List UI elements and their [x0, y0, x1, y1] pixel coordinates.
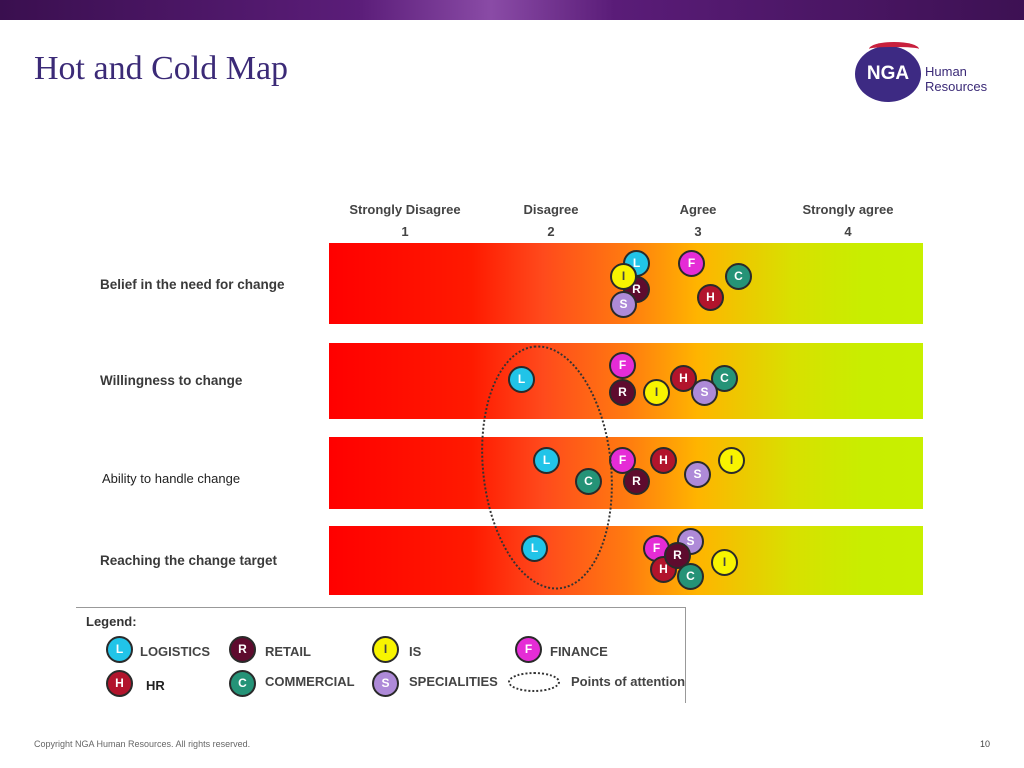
logo-line-2: Resources [925, 79, 988, 94]
bubble-hr: H [697, 284, 724, 311]
legend-commercial-icon: C [229, 670, 256, 697]
legend-specialities-icon: S [372, 670, 399, 697]
bubble-specialities: S [691, 379, 718, 406]
scale-header-disagree: Disagree 2 [523, 202, 579, 239]
bubble-specialities: S [610, 291, 637, 318]
top-banner [0, 0, 1024, 20]
legend-box [76, 607, 686, 703]
legend-title: Legend: [86, 614, 137, 629]
bubble-is: I [711, 549, 738, 576]
heat-bar-reaching [329, 526, 923, 595]
legend-is-label: IS [409, 644, 422, 659]
row-label-willingness: Willingness to change [100, 373, 243, 388]
row-label-belief: Belief in the need for change [100, 277, 285, 292]
legend-specialities-label: SPECIALITIES [409, 674, 498, 689]
row-label-ability: Ability to handle change [102, 471, 241, 486]
legend-hr-label: HR [146, 678, 165, 693]
nga-logo: NGA Human Resources [855, 42, 995, 104]
bubble-logistics: L [508, 366, 535, 393]
logo-line-1: Human [925, 64, 967, 79]
logo-swoosh-icon [869, 42, 919, 56]
page-title: Hot and Cold Map [34, 50, 289, 87]
scale-header-strongly-agree: Strongly agree 4 [802, 202, 894, 239]
bubble-hr: H [650, 447, 677, 474]
bubble-logistics: L [521, 535, 548, 562]
legend-retail-label: RETAIL [265, 644, 311, 659]
page-number: 10 [980, 739, 991, 749]
legend-retail-icon: R [229, 636, 256, 663]
legend-attention-label: Points of attention [571, 674, 686, 689]
bubble-logistics: L [533, 447, 560, 474]
bubble-commercial: C [677, 563, 704, 590]
legend-logistics-icon: L [106, 636, 133, 663]
bubble-is: I [643, 379, 670, 406]
bubble-hr: H [650, 556, 677, 583]
legend-is-icon: I [372, 636, 399, 663]
row-label-reaching: Reaching the change target [100, 553, 278, 568]
bubble-is: I [610, 263, 637, 290]
footer-copyright: Copyright NGA Human Resources. All right… [34, 739, 251, 749]
legend-commercial-label: COMMERCIAL [265, 674, 355, 689]
bubble-is: I [718, 447, 745, 474]
bubble-retail: R [609, 379, 636, 406]
bubble-commercial: C [575, 468, 602, 495]
bubble-commercial: C [725, 263, 752, 290]
bubble-retail: R [623, 468, 650, 495]
bubble-finance: F [609, 352, 636, 379]
logo-text: Human Resources [925, 64, 987, 94]
bubble-finance: F [678, 250, 705, 277]
bubble-specialities: S [684, 461, 711, 488]
scale-header-strongly-disagree: Strongly Disagree 1 [349, 202, 461, 239]
legend-hr-icon: H [106, 670, 133, 697]
scale-header-agree: Agree 3 [679, 202, 717, 239]
legend-logistics-label: LOGISTICS [140, 644, 211, 659]
legend-finance-icon: F [515, 636, 542, 663]
legend-finance-label: FINANCE [550, 644, 608, 659]
legend-attention-icon [508, 672, 560, 692]
